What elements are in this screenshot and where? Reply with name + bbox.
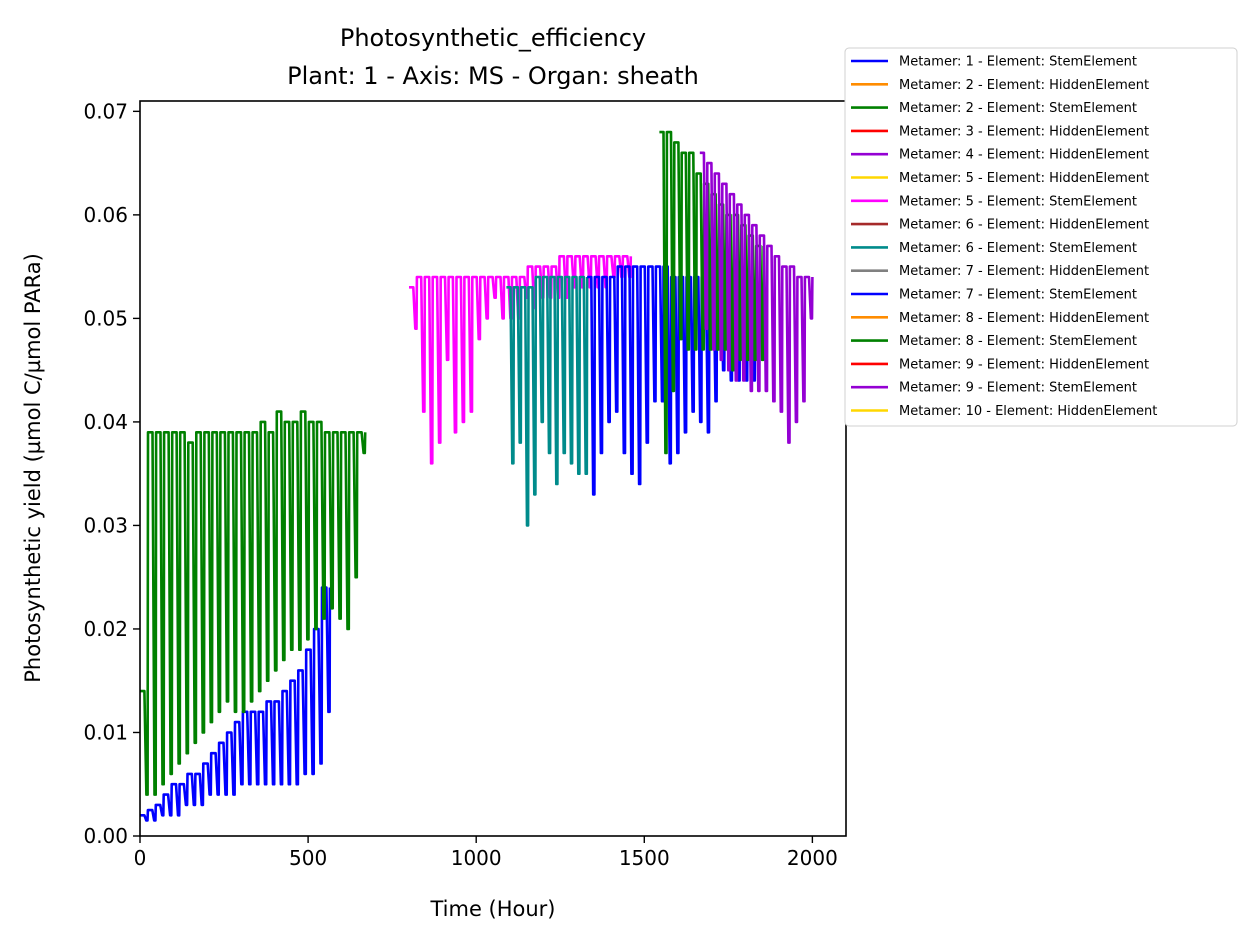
legend-label: Metamer: 10 - Element: HiddenElement: [899, 404, 1157, 419]
x-axis: 0 500 1000 1500 2000: [134, 836, 838, 870]
legend-label: Metamer: 5 - Element: StemElement: [899, 194, 1137, 209]
x-tick-label: 0: [134, 846, 147, 870]
series-line-3: [140, 410, 367, 796]
chart-subtitle: Plant: 1 - Axis: MS - Organ: sheath: [287, 62, 699, 90]
y-axis: 0.00 0.01 0.02 0.03 0.04 0.05 0.06 0.07: [83, 99, 140, 848]
legend-label: Metamer: 7 - Element: HiddenElement: [899, 264, 1149, 279]
x-tick-label: 500: [289, 846, 327, 870]
legend-label: Metamer: 2 - Element: StemElement: [899, 101, 1137, 116]
series-line-1: [140, 586, 332, 822]
x-tick-label: 1000: [451, 846, 502, 870]
legend-label: Metamer: 8 - Element: StemElement: [899, 334, 1137, 349]
series-layer: [140, 130, 814, 822]
legend-label: Metamer: 2 - Element: HiddenElement: [899, 78, 1149, 93]
legend-label: Metamer: 4 - Element: HiddenElement: [899, 148, 1149, 163]
x-tick-label: 1500: [619, 846, 670, 870]
y-tick-label: 0.00: [83, 824, 128, 848]
legend-label: Metamer: 9 - Element: HiddenElement: [899, 357, 1149, 372]
legend-frame: [844, 47, 1238, 427]
y-tick-label: 0.06: [83, 203, 128, 227]
plot-area-frame: [139, 100, 847, 837]
legend-label: Metamer: 9 - Element: StemElement: [899, 381, 1137, 396]
y-tick-label: 0.01: [83, 720, 128, 744]
x-tick-label: 2000: [787, 846, 838, 870]
series-line-15: [699, 151, 814, 444]
chart-title: Photosynthetic_efficiency: [340, 24, 646, 52]
legend-label: Metamer: 7 - Element: StemElement: [899, 288, 1137, 303]
legend-label: Metamer: 6 - Element: HiddenElement: [899, 218, 1149, 233]
legend-label: Metamer: 3 - Element: HiddenElement: [899, 124, 1149, 139]
x-axis-label: Time (Hour): [429, 897, 555, 921]
series-line-7: [409, 255, 633, 465]
series-line-9: [506, 275, 589, 527]
y-tick-label: 0.05: [83, 306, 128, 330]
y-tick-label: 0.07: [83, 99, 128, 123]
legend-label: Metamer: 6 - Element: StemElement: [899, 241, 1137, 256]
legend-label: Metamer: 1 - Element: StemElement: [899, 55, 1137, 70]
y-tick-label: 0.02: [83, 617, 128, 641]
y-tick-label: 0.04: [83, 410, 128, 434]
legend-label: Metamer: 5 - Element: HiddenElement: [899, 171, 1149, 186]
y-axis-label: Photosynthetic yield (µmol C/µmol PARa): [21, 253, 45, 683]
legend-label: Metamer: 8 - Element: HiddenElement: [899, 311, 1149, 326]
legend: Metamer: 1 - Element: StemElement Metamer…: [844, 47, 1238, 427]
y-tick-label: 0.03: [83, 513, 128, 537]
